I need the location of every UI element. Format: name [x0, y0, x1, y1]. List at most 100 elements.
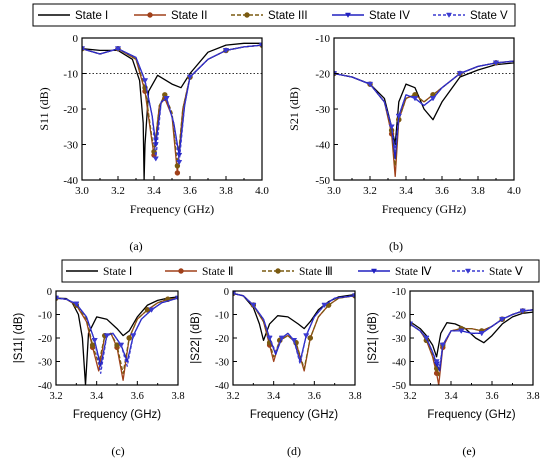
legend-marker-2 [147, 12, 153, 18]
point-d-5-4 [266, 335, 273, 341]
legend-label-1: State I [75, 10, 108, 22]
series-group-e [410, 308, 533, 385]
y-axis-title-b: S21 (dB) [287, 87, 301, 131]
series-group-d [233, 291, 355, 372]
point-e-5-8 [458, 328, 465, 334]
y-tick-label-d-2: -20 [215, 334, 229, 345]
legend-label-1: State Ⅰ [103, 266, 132, 278]
point-b-5-8 [411, 96, 419, 102]
point-a-5-10 [176, 160, 183, 166]
series-line-c-1 [56, 296, 178, 385]
legend-label-2: State Ⅱ [202, 266, 234, 278]
y-axis-title-e: |S21| (dB) [367, 312, 379, 364]
point-b-5-12 [456, 71, 464, 77]
series-line-c-4 [56, 297, 178, 367]
x-tick-label-c-3: 3.8 [171, 391, 184, 402]
y-tick-label-a-3: -30 [63, 140, 78, 152]
y-tick-label-d-1: -10 [215, 311, 229, 322]
point-c-5-0 [56, 295, 60, 301]
y-tick-label-e-4: -50 [392, 381, 406, 392]
y-tick-label-e-0: -10 [392, 287, 406, 298]
x-axis-title-a: Frequency (GHz) [130, 202, 214, 216]
legend-marker-3 [275, 268, 281, 274]
y-tick-label-b-1: -20 [315, 69, 330, 81]
x-tick-label-a-0: 3.0 [75, 185, 89, 197]
panel-b: 3.0 3.2 3.4 3.6 3.8 4.0 -10 -20 -30 -40 -50 Frequen… [287, 33, 521, 253]
y-tick-label-d-3: -30 [215, 358, 229, 369]
series-line-b-5 [334, 60, 514, 153]
legend-label-5: State Ⅴ [489, 266, 524, 278]
x-tick-label-e-0: 3.2 [403, 391, 416, 402]
x-tick-label-d-3: 3.8 [348, 391, 361, 402]
point-d-5-2 [250, 302, 257, 308]
point-c-5-14 [174, 295, 178, 301]
y-tick-label-a-0: 0 [73, 33, 79, 45]
point-c-5-12 [148, 307, 155, 313]
y-tick-label-c-4: -40 [38, 381, 52, 392]
x-tick-label-b-2: 3.4 [399, 185, 413, 197]
point-a-5-12 [186, 74, 194, 80]
point-e-5-2 [423, 335, 430, 341]
point-c-3-12 [144, 307, 151, 313]
y-axis-title-d: |S22| (dB) [190, 312, 202, 364]
x-tick-label-b-5: 4.0 [507, 185, 521, 197]
series-group-a [82, 42, 262, 180]
series-line-a-1 [82, 42, 262, 180]
legend-marker-5 [445, 12, 453, 18]
y-tick-label-e-3: -40 [392, 358, 406, 369]
point-c-3-4 [89, 342, 96, 348]
x-tick-label-b-3: 3.6 [435, 185, 449, 197]
point-a-5-0 [82, 46, 86, 52]
series-group-c [56, 295, 178, 385]
x-tick-label-b-4: 3.8 [471, 185, 485, 197]
point-a-3-10 [174, 163, 181, 169]
x-tick-label-d-1: 3.4 [267, 391, 281, 402]
series-line-c-5 [56, 297, 178, 374]
y-tick-label-b-2: -30 [315, 104, 330, 116]
legend-marker-4 [370, 268, 378, 274]
x-tick-label-c-1: 3.4 [90, 391, 104, 402]
x-tick-label-a-5: 4.0 [255, 185, 269, 197]
caption-a: (a) [129, 239, 142, 253]
series-line-e-1 [410, 311, 533, 358]
point-c-3-8 [114, 342, 120, 348]
x-tick-label-b-0: 3.0 [327, 185, 341, 197]
x-tick-label-d-0: 3.2 [226, 391, 239, 402]
y-tick-label-c-3: -30 [38, 358, 52, 369]
series-line-a-3 [82, 44, 262, 167]
panel-d: 3.2 3.4 3.6 3.8 0 -10 -20 -30 -40 Frequency (GHz)… [190, 287, 362, 458]
point-b-5-10 [429, 96, 437, 102]
point-e-5-14 [519, 308, 526, 314]
panel-e: 3.2 3.4 3.6 3.8 -10 -20 -30 -40 -50 Frequency (GH… [367, 287, 540, 458]
point-c-5-8 [118, 342, 125, 348]
point-e-5-12 [499, 316, 506, 323]
x-tick-label-e-2: 3.6 [485, 391, 498, 402]
point-a-5-6 [152, 156, 159, 162]
point-a-2-10 [174, 170, 181, 176]
panel-a: 3.0 3.2 3.4 3.6 3.8 4.0 0 -10 -20 -30 -40 Frequency… [37, 33, 269, 253]
point-e-5-4 [433, 359, 440, 365]
caption-d: (d) [287, 444, 301, 458]
series-line-d-5 [233, 292, 355, 365]
y-tick-label-c-2: -20 [38, 334, 52, 345]
legend-label-4: State Ⅳ [395, 266, 432, 278]
x-tick-label-c-0: 3.2 [49, 391, 62, 402]
point-d-5-14 [351, 293, 355, 299]
series-line-e-2 [410, 309, 533, 385]
series-line-b-1 [334, 62, 514, 146]
y-tick-label-e-2: -30 [392, 334, 406, 345]
point-d-5-12 [321, 302, 328, 308]
series-line-a-2 [82, 44, 262, 174]
point-b-5-2 [366, 81, 374, 88]
caption-e: (e) [462, 444, 475, 458]
point-d-3-10 [307, 335, 313, 341]
point-a-5-4 [141, 78, 149, 84]
y-tick-label-a-2: -20 [63, 104, 78, 116]
y-tick-label-b-0: -10 [315, 33, 330, 45]
point-a-5-14 [222, 48, 230, 54]
y-tick-label-a-4: -40 [63, 175, 78, 187]
y-tick-label-b-4: -50 [315, 175, 330, 187]
y-tick-label-e-1: -20 [392, 311, 406, 322]
x-tick-label-b-1: 3.2 [363, 185, 377, 197]
